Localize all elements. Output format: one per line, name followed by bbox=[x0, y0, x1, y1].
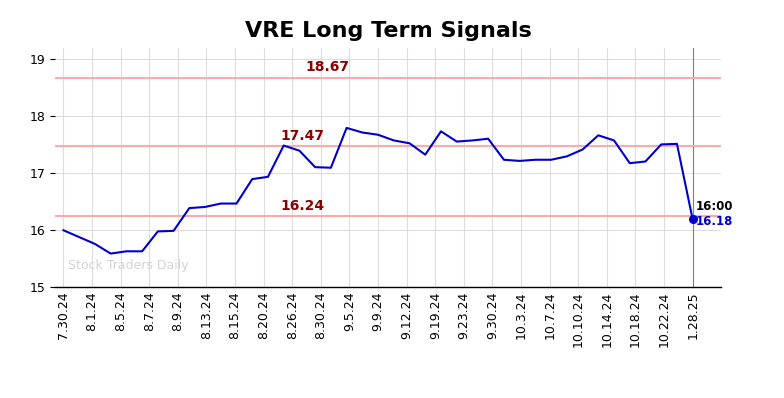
Point bbox=[687, 216, 699, 222]
Text: 16.24: 16.24 bbox=[281, 199, 325, 213]
Text: 16:00: 16:00 bbox=[696, 201, 734, 213]
Text: 18.67: 18.67 bbox=[306, 60, 350, 74]
Text: 16.18: 16.18 bbox=[696, 215, 734, 228]
Text: 17.47: 17.47 bbox=[281, 129, 325, 143]
Title: VRE Long Term Signals: VRE Long Term Signals bbox=[245, 21, 532, 41]
Text: Stock Traders Daily: Stock Traders Daily bbox=[68, 259, 189, 272]
